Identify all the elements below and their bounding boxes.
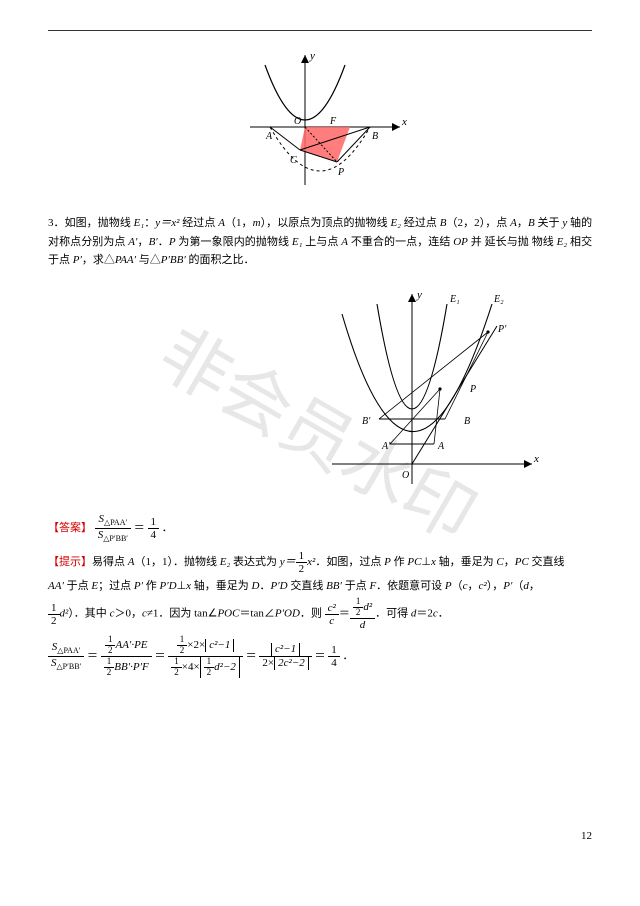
svg-text:C: C (290, 155, 297, 166)
svg-text:A: A (265, 131, 273, 142)
svg-text:B′: B′ (362, 416, 371, 427)
svg-text:O: O (294, 116, 301, 127)
figure-1: x y A O F B C P (48, 45, 592, 198)
answer-block: 【答案】 S△PAA′ S△P′BB′ ＝ 1 4 ． (48, 513, 592, 544)
svg-text:O: O (402, 470, 409, 481)
hint-label: 【提示】 (48, 556, 92, 568)
svg-text:y: y (416, 289, 422, 301)
page-number: 12 (581, 830, 592, 842)
svg-text:B: B (372, 131, 378, 142)
svg-text:P: P (337, 167, 344, 178)
svg-text:A: A (437, 441, 445, 452)
svg-text:E₂: E₂ (493, 294, 504, 305)
final-equation: S△PAA′ S△P′BB′ ＝ 12AA′·PE 12BB′·P′F ＝ 12… (48, 635, 592, 678)
figure-2: x y E₁ E₂ P P′ B B (48, 284, 592, 497)
x-axis-label: x (401, 116, 407, 128)
svg-text:P: P (469, 384, 476, 395)
svg-text:E₁: E₁ (449, 294, 460, 305)
svg-text:A′: A′ (381, 441, 391, 452)
header-rule (48, 30, 592, 31)
svg-text:x: x (533, 453, 539, 465)
problem-3: 3．如图，抛物线 E₁：y＝x² 经过点 A（1，m），以原点为顶点的抛物线 E… (48, 214, 592, 270)
hint-block: 【提示】易得点 A（1，1）．抛物线 E₂ 表达式为 y＝12x²．如图，过点 … (48, 550, 592, 631)
answer-label: 【答案】 (48, 522, 92, 534)
svg-text:B: B (464, 416, 470, 427)
y-axis-label: y (309, 50, 315, 62)
svg-text:P′: P′ (497, 324, 507, 335)
svg-text:F: F (329, 116, 337, 127)
